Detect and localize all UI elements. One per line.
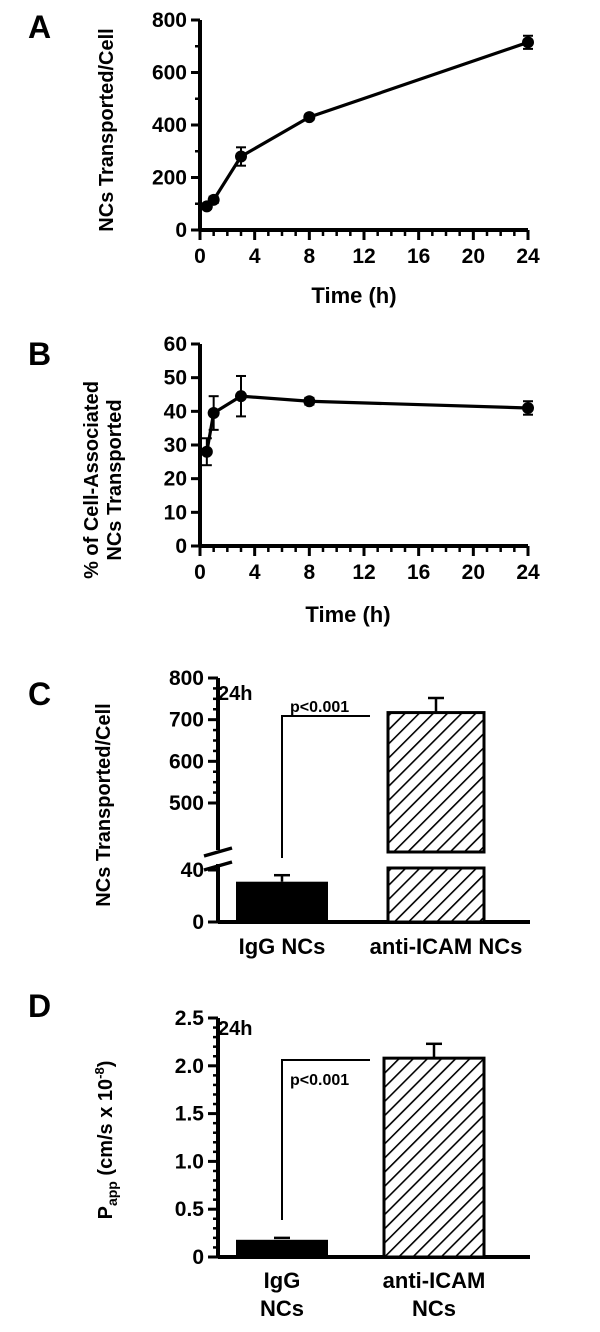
panel-a-data-point <box>235 150 247 163</box>
panel-b-y-tick-label: 40 <box>164 400 187 423</box>
panel-a-x-tick-label: 8 <box>303 245 315 268</box>
panel-b-y-tick-label: 20 <box>164 468 187 491</box>
panel-d-x-tick-label: NCs <box>260 1296 304 1321</box>
panel-c-bar-igg <box>236 881 328 922</box>
panel-b-y-tick-label: 30 <box>164 434 187 457</box>
panel-b-y-tick-label: 60 <box>164 333 187 356</box>
panel-a-series-line <box>205 40 529 208</box>
panel-c-y-tick-label: 500 <box>169 792 204 815</box>
panel-b-x-tick-label: 16 <box>407 561 430 584</box>
panel-b-data-point <box>235 390 247 403</box>
panel-d-bar-anti-icam <box>382 1056 486 1259</box>
panel-a-x-tick-label: 12 <box>352 245 375 268</box>
panel-a-x-tick-label: 20 <box>462 245 485 268</box>
panel-letter-c: C <box>28 676 51 712</box>
panel-a-data-point <box>207 193 220 206</box>
panel-c-y-tick-label: 800 <box>169 667 204 690</box>
panel-b-series-line <box>205 394 529 453</box>
panel-a-data-point <box>522 36 534 49</box>
panel-a-x-tick-label: 16 <box>407 245 430 268</box>
panel-b-x-tick-label: 12 <box>352 561 375 584</box>
panel-c-x-tick-label: anti-ICAM NCs <box>370 934 523 959</box>
panel-d-x-tick-label: NCs <box>412 1296 456 1321</box>
panel-d-y-tick-label: 1.5 <box>175 1103 205 1126</box>
panel-d-ylabel-rest: (cm/s x 10 <box>95 1079 117 1181</box>
panel-c-axis-break-mark <box>203 846 233 858</box>
panel-a-x-tick-label: 4 <box>249 245 261 268</box>
panel-d-ylabel-sub: app <box>104 1181 120 1206</box>
panel-d-y-tick-label: 1.0 <box>175 1150 204 1173</box>
panel-b-data-point <box>303 395 316 408</box>
panel-b-y-tick-label: 0 <box>175 535 187 558</box>
panel-b-xlabel: Time (h) <box>305 602 390 627</box>
panel-c-bar-anti-icam-upper <box>386 711 486 854</box>
panel-c-pvalue: p<0.001 <box>290 699 349 716</box>
panel-b-x-tick-label: 0 <box>194 561 206 584</box>
panel-a-ylabel: NCs Transported/Cell <box>96 28 118 231</box>
panel-b-y-tick-label: 50 <box>164 367 187 390</box>
panel-c-significance-bracket <box>281 715 370 858</box>
panel-a-x-tick-label: 24 <box>516 245 540 268</box>
panel-a-xlabel: Time (h) <box>311 283 396 308</box>
panel-c-y-tick-label: 600 <box>169 750 204 773</box>
panel-letter-d: D <box>28 988 51 1024</box>
panel-b-ylabel-line2: NCs Transported <box>104 399 126 560</box>
panel-d-significance-bracket <box>281 1059 370 1220</box>
panel-d-ylabel-end: ) <box>95 1061 117 1068</box>
panel-c-y-tick-label: 40 <box>181 859 204 882</box>
panel-d-bar-igg <box>236 1239 328 1257</box>
panel-b-ylabel-line1: % of Cell-Associated <box>81 381 103 579</box>
panel-c-ylabel: NCs Transported/Cell <box>93 703 115 906</box>
panel-d-ylabel-main: P <box>95 1206 117 1219</box>
panel-c-bar-anti-icam-lower <box>386 866 486 924</box>
panel-b-x-tick-label: 8 <box>303 561 315 584</box>
panel-b-x-tick-label: 24 <box>516 561 540 584</box>
panel-letter-b: B <box>28 336 51 372</box>
panel-letter-a: A <box>28 9 51 45</box>
panel-b-x-tick-label: 4 <box>249 561 261 584</box>
panel-b-data-point <box>522 401 534 414</box>
panel-d-ylabel: Papp (cm/s x 10-8) <box>92 1061 120 1220</box>
panel-c-time-note: 24h <box>218 683 252 705</box>
panel-b-x-tick-label: 20 <box>462 561 485 584</box>
panel-a-y-tick-label: 600 <box>152 62 187 85</box>
panel-d-y-tick-label: 2.0 <box>175 1055 204 1078</box>
panel-a-x-tick-label: 0 <box>194 245 206 268</box>
panel-d-ylabel-exp: -8 <box>92 1067 107 1079</box>
panel-b-y-tick-label: 10 <box>164 501 187 524</box>
panel-c-x-tick-label: IgG NCs <box>239 934 326 959</box>
panel-d-x-tick-label: IgG <box>264 1268 301 1293</box>
panel-c-y-tick-label: 0 <box>192 911 204 934</box>
panel-a-y-tick-label: 400 <box>152 114 187 137</box>
panel-d-y-tick-label: 2.5 <box>175 1007 205 1030</box>
panel-b-data-point <box>200 445 213 458</box>
panel-d-y-tick-label: 0 <box>192 1246 204 1269</box>
panel-a-y-tick-label: 800 <box>152 9 187 32</box>
panel-d-pvalue: p<0.001 <box>290 1072 349 1089</box>
panel-b-data-point <box>207 407 220 420</box>
panel-a-y-tick-label: 200 <box>152 167 187 190</box>
panel-d-x-tick-label: anti-ICAM <box>383 1268 486 1293</box>
panel-a-data-point <box>303 111 316 124</box>
panel-c-y-tick-label: 700 <box>169 709 204 732</box>
panel-d-y-tick-label: 0.5 <box>175 1198 205 1221</box>
panel-a-y-tick-label: 0 <box>175 219 187 242</box>
panel-d-time-note: 24h <box>218 1018 252 1040</box>
